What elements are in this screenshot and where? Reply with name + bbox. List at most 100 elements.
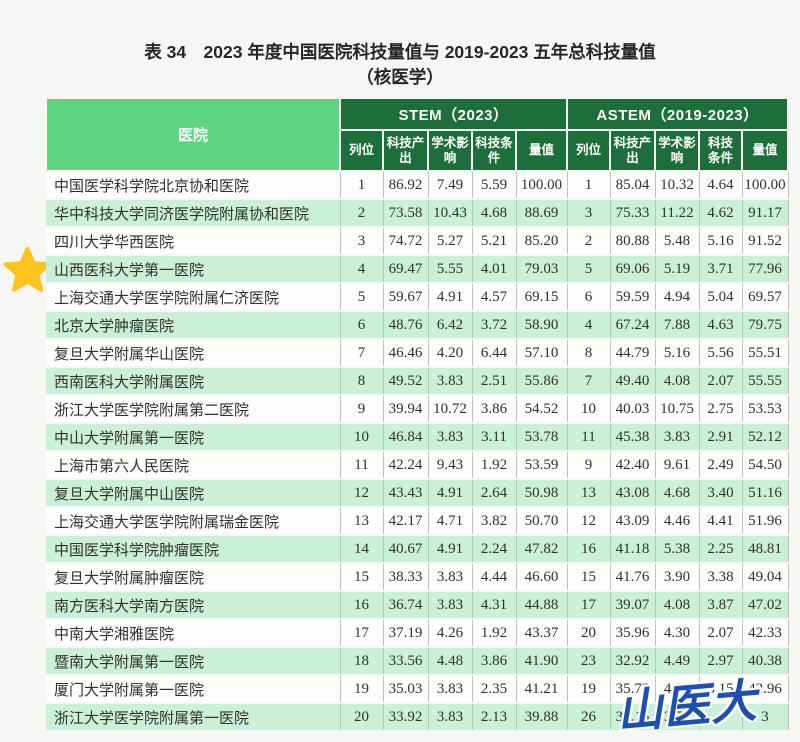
astem-academic: 5.19 <box>654 255 700 284</box>
stem-condition: 3.72 <box>471 311 516 340</box>
astem-rank: 7 <box>566 367 611 396</box>
stem-total: 88.69 <box>515 199 568 228</box>
table-row: 复旦大学附属中山医院 12 43.43 4.91 2.64 50.98 13 43.08 4.6… <box>46 479 789 508</box>
table-row: 浙江大学医学院附属第二医院 9 39.94 10.72 3.86 54.52 10 40.03… <box>46 395 789 424</box>
astem-rank: 19 <box>566 675 611 704</box>
stem-output: 73.58 <box>382 199 428 228</box>
stem-condition-header: 科技条件 <box>471 129 517 172</box>
stem-output: 69.47 <box>382 255 428 284</box>
stem-total: 50.98 <box>515 479 568 508</box>
astem-rank: 3 <box>566 199 611 228</box>
astem-condition: 4.62 <box>698 199 743 228</box>
astem-total: 42.96 <box>741 675 789 704</box>
stem-total: 55.86 <box>515 367 568 396</box>
stem-condition: 2.24 <box>471 535 516 564</box>
astem-condition: 2.75 <box>698 395 743 424</box>
astem-academic: 4.68 <box>654 479 700 508</box>
stem-condition: 4.57 <box>471 283 516 312</box>
stem-condition: 5.59 <box>471 171 516 200</box>
stem-total: 58.90 <box>515 311 568 340</box>
stem-condition: 4.68 <box>471 199 516 228</box>
stem-group-header: STEM（2023） <box>338 97 569 131</box>
hospital-name: 复旦大学附属肿瘤医院 <box>46 563 340 592</box>
astem-output: 75.33 <box>609 199 656 228</box>
stem-output: 48.76 <box>382 311 428 340</box>
astem-output: 41.76 <box>609 563 656 592</box>
stem-output: 59.67 <box>382 283 428 312</box>
stem-academic: 3.83 <box>427 591 472 620</box>
astem-output: 67.24 <box>609 311 656 340</box>
stem-rank: 12 <box>339 479 383 508</box>
hospital-name: 山西医科大学第一医院 <box>46 255 340 284</box>
astem-total: 53.53 <box>741 395 789 424</box>
astem-rank: 9 <box>566 451 611 480</box>
astem-academic: 11.22 <box>654 199 700 228</box>
stem-condition: 4.01 <box>471 255 516 284</box>
astem-academic-header: 学术影响 <box>654 129 701 172</box>
ranking-table: 医院 STEM（2023） ASTEM（2019-2023） 列位 科技产出 学… <box>45 97 790 732</box>
stem-total: 41.90 <box>515 647 568 676</box>
astem-output: 85.04 <box>609 171 656 200</box>
stem-total: 85.20 <box>515 227 568 256</box>
astem-condition: 3.38 <box>698 563 743 592</box>
stem-condition: 5.21 <box>471 227 516 256</box>
stem-output-header: 科技产出 <box>382 129 429 172</box>
stem-output: 36.74 <box>382 591 428 620</box>
astem-output: 45.38 <box>609 423 656 452</box>
astem-academic: 3.83 <box>654 423 700 452</box>
stem-total: 57.10 <box>515 339 568 368</box>
stem-total-header: 量值 <box>514 129 569 172</box>
stem-condition: 3.86 <box>471 395 516 424</box>
astem-total: 91.52 <box>741 227 789 256</box>
stem-condition: 4.31 <box>471 591 516 620</box>
stem-academic: 4.71 <box>427 507 472 536</box>
astem-total: 77.96 <box>741 255 789 284</box>
astem-rank: 12 <box>566 507 611 536</box>
stem-output: 46.84 <box>382 423 428 452</box>
astem-condition: 2.49 <box>698 451 743 480</box>
astem-rank: 23 <box>566 647 611 676</box>
astem-output: 32.92 <box>609 647 656 676</box>
stem-academic: 4.26 <box>427 619 472 648</box>
stem-total: 53.78 <box>515 423 568 452</box>
hospital-name: 西南医科大学附属医院 <box>46 367 340 396</box>
astem-condition: 5.56 <box>698 339 743 368</box>
astem-academic: 4.49 <box>654 647 700 676</box>
astem-rank: 20 <box>566 619 611 648</box>
stem-rank: 7 <box>339 339 383 368</box>
stem-rank: 11 <box>339 451 383 480</box>
stem-rank: 16 <box>339 591 383 620</box>
astem-condition: 5.04 <box>698 283 743 312</box>
astem-condition: 4.64 <box>698 171 743 200</box>
astem-condition: 3.71 <box>698 255 743 284</box>
stem-academic: 4.91 <box>427 479 472 508</box>
table-row: 中国医学科学院北京协和医院 1 86.92 7.49 5.59 100.00 1 85.04 1… <box>46 171 789 200</box>
table-row: 上海交通大学医学院附属仁济医院 5 59.67 4.91 4.57 69.15 6 59.59… <box>46 283 789 312</box>
astem-rank: 15 <box>566 563 611 592</box>
hospital-name: 暨南大学附属第一医院 <box>46 647 340 676</box>
astem-output: 35.96 <box>609 619 656 648</box>
stem-output: 35.03 <box>382 675 428 704</box>
stem-output: 49.52 <box>382 367 428 396</box>
stem-academic: 3.83 <box>427 563 472 592</box>
stem-total: 50.70 <box>515 507 568 536</box>
astem-output: 41.18 <box>609 535 656 564</box>
hospital-name: 北京大学肿瘤医院 <box>46 311 340 340</box>
stem-academic: 10.72 <box>427 395 472 424</box>
astem-condition: 4.63 <box>698 311 743 340</box>
astem-condition-header: 科技条件 <box>698 129 744 172</box>
astem-rank: 1 <box>566 171 611 200</box>
hospital-name: 复旦大学附属中山医院 <box>46 479 340 508</box>
astem-total: 54.50 <box>741 451 789 480</box>
stem-total: 79.03 <box>515 255 568 284</box>
astem-total: 48.81 <box>741 535 789 564</box>
stem-rank: 6 <box>339 311 383 340</box>
star-icon-svg <box>3 246 52 292</box>
hospital-name: 中山大学附属第一医院 <box>46 423 340 452</box>
astem-academic: 4.30 <box>654 619 700 648</box>
stem-academic: 4.91 <box>427 283 472 312</box>
stem-condition: 4.44 <box>471 563 516 592</box>
table-row: 中山大学附属第一医院 10 46.84 3.83 3.11 53.78 11 45.38 3.8… <box>46 423 789 452</box>
stem-condition: 6.44 <box>471 339 516 368</box>
astem-rank: 6 <box>566 283 611 312</box>
